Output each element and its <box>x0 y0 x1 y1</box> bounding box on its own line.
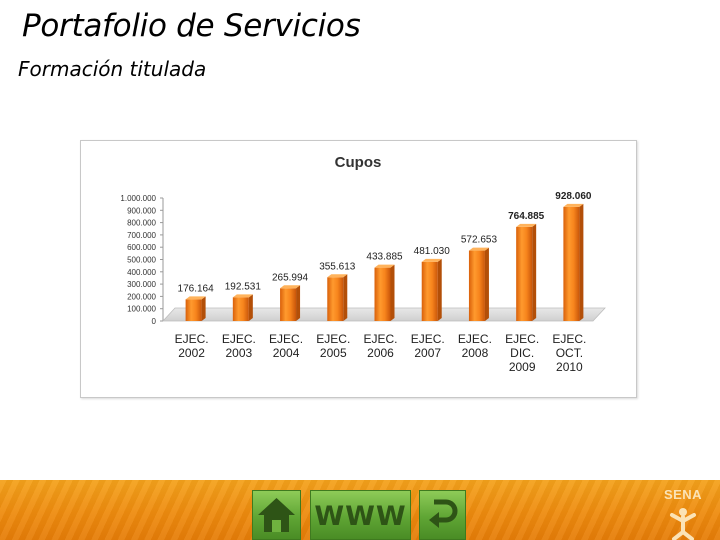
value-label-1: 176.164 <box>178 283 215 294</box>
y-tick-label: 600.000 <box>127 243 156 252</box>
x-label-4: EJEC. 2005 <box>316 332 350 360</box>
sena-logo: SENA <box>650 487 716 540</box>
y-tick-label: 0 <box>152 317 157 326</box>
x-label-1: EJEC. 2002 <box>175 332 209 360</box>
bar-6 <box>421 258 442 321</box>
cupos-bar-chart: Cupos 0 100.000 200.000 300.000 400.000 500.0… <box>120 154 606 374</box>
slide-subtitle: Formación titulada <box>18 57 207 81</box>
chart-title: Cupos <box>335 154 382 171</box>
value-label-4: 355.613 <box>319 261 356 272</box>
y-tick-label: 500.000 <box>127 256 156 265</box>
bar-2 <box>232 294 253 321</box>
bar-4 <box>327 274 348 321</box>
x-label-2: EJEC. 2003 <box>222 332 256 360</box>
slide-title: Portafolio de Servicios <box>22 8 361 44</box>
home-icon <box>258 498 295 532</box>
y-tick-label: 700.000 <box>127 231 156 240</box>
value-label-8: 764.885 <box>508 211 545 222</box>
logo-text: SENA <box>663 487 703 502</box>
x-label-6: EJEC. 2007 <box>411 332 445 360</box>
x-label-5: EJEC. 2006 <box>363 332 397 360</box>
y-tick-label: 100.000 <box>127 305 156 314</box>
bar-1 <box>185 296 206 321</box>
value-label-6: 481.030 <box>414 246 451 257</box>
value-label-9: 928.060 <box>555 191 592 202</box>
x-label-7: EJEC. 2008 <box>458 332 492 360</box>
y-tick-label: 1.000.000 <box>120 194 156 203</box>
value-label-3: 265.994 <box>272 272 309 283</box>
return-button[interactable] <box>419 490 466 540</box>
x-label-8: EJEC. DIC. 2009 <box>505 332 539 374</box>
bar-3 <box>280 285 301 321</box>
bar-7 <box>468 247 489 321</box>
www-label: WWW <box>314 501 407 532</box>
value-label-7: 572.653 <box>461 235 498 246</box>
y-tick-label: 800.000 <box>127 219 156 228</box>
y-tick-label: 300.000 <box>127 280 156 289</box>
chart-frame <box>80 140 637 398</box>
bar-9 <box>563 203 584 321</box>
y-tick-label: 200.000 <box>127 292 156 301</box>
y-tick-label: 900.000 <box>127 206 156 215</box>
y-tick-label: 400.000 <box>127 268 156 277</box>
x-label-3: EJEC. 2004 <box>269 332 303 360</box>
x-label-9: EJEC. OCT. 2010 <box>552 332 586 374</box>
bar-5 <box>374 264 395 321</box>
return-arrow-icon <box>429 499 458 528</box>
value-label-5: 433.885 <box>366 252 403 263</box>
bar-8 <box>516 223 537 321</box>
value-label-2: 192.531 <box>225 281 262 292</box>
home-button[interactable] <box>252 490 301 540</box>
www-button[interactable]: WWW <box>310 490 411 540</box>
